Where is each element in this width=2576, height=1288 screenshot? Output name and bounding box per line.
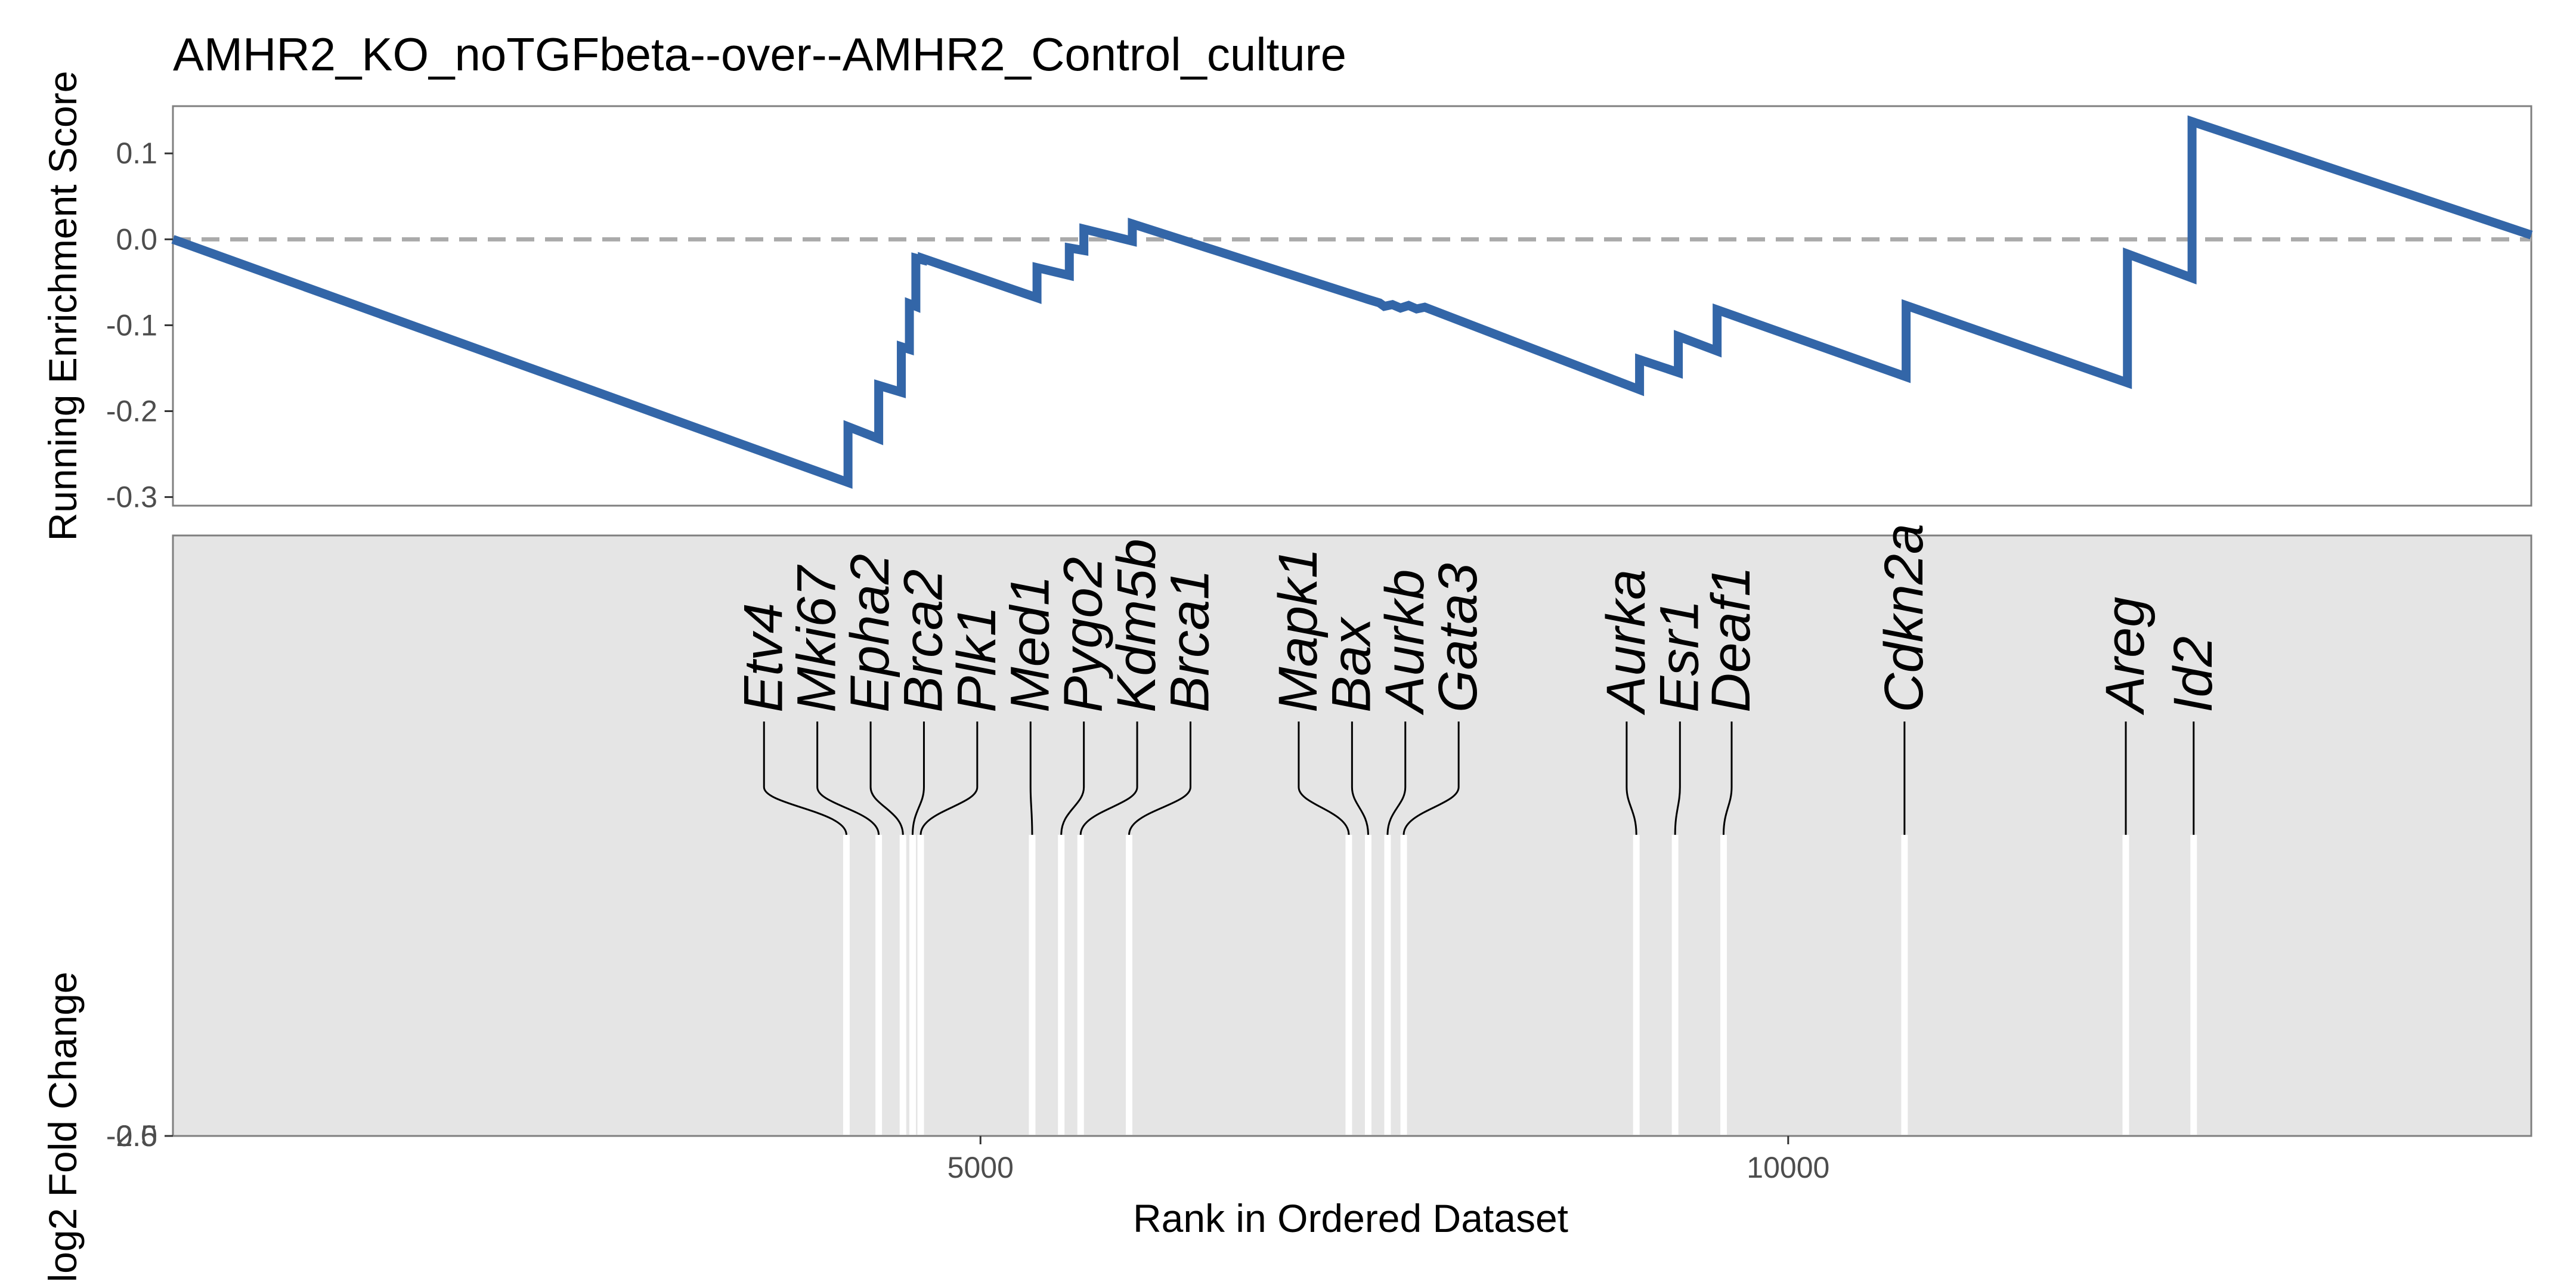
gene-connector: [1386, 722, 1407, 835]
gene-label: Aurkb: [1374, 569, 1435, 716]
gene-label: Esr1: [1649, 600, 1710, 713]
y-tick-label: -0.2: [106, 395, 157, 428]
gene-label: Deaf1: [1701, 566, 1761, 713]
gene-connector: [763, 722, 847, 835]
gene-label: Med1: [999, 575, 1060, 713]
gene-label: Mapk1: [1268, 548, 1329, 713]
x-tick-label: 5000: [948, 1151, 1014, 1184]
running-score-panel: -0.3 -0.2 -0.1 0.0 0.1: [106, 105, 2533, 514]
y-tick-label: -0.3: [106, 481, 157, 514]
gene-label: Cdkn2a: [1874, 524, 1934, 713]
x-tick-label: 10000: [1747, 1151, 1829, 1184]
x-axis-title: Rank in Ordered Dataset: [1133, 1196, 1568, 1240]
chart-title: AMHR2_KO_noTGFbeta--over--AMHR2_Control_…: [173, 28, 1346, 80]
gene-label: Plk1: [946, 606, 1007, 713]
gene-connector: [1674, 722, 1681, 835]
bottom-y-axis: -2.50.0: [106, 1119, 173, 1153]
running-score-line: [171, 115, 2533, 489]
gene-connector: [1722, 722, 1733, 835]
bottom-y-tick-label: -2.5: [106, 1119, 157, 1153]
gene-connector: [816, 722, 880, 835]
gene-label: Brca1: [1159, 569, 1220, 713]
y-tick-label: 0.1: [116, 137, 157, 170]
gene-connector: [1298, 722, 1350, 835]
gene-hit-lines: [843, 835, 2197, 1135]
gene-connector: [1402, 722, 1460, 835]
gene-labels: Etv4Mki67Epha2Brca2Plk1Med1Pygo2Kdm5bBrc…: [733, 524, 2224, 835]
gene-label: Gata3: [1428, 563, 1488, 713]
gene-label: Etv4: [733, 603, 794, 713]
x-axis: 5000 10000: [948, 1136, 1829, 1184]
gene-label: Pygo2: [1053, 557, 1114, 713]
gene-connector: [1128, 722, 1191, 835]
gene-label: Brca2: [893, 569, 953, 713]
gene-connector: [1060, 722, 1085, 835]
gene-panel: Etv4Mki67Epha2Brca2Plk1Med1Pygo2Kdm5bBrc…: [106, 524, 2532, 1184]
gene-connector: [1079, 722, 1138, 835]
gene-label: Mki67: [787, 565, 847, 713]
gene-label: Areg: [2095, 597, 2156, 716]
gene-label: Id2: [2163, 636, 2224, 713]
gene-connector: [919, 722, 979, 835]
gene-panel-background: [172, 534, 2532, 1137]
bottom-y-tick-label: 0.0: [116, 1119, 157, 1153]
y-axis-title-top: Running Enrichment Score: [41, 71, 85, 541]
gene-connector: [1351, 722, 1369, 835]
gene-connector: [1029, 722, 1033, 835]
y-tick-label: 0.0: [116, 222, 157, 256]
gene-connector: [869, 722, 904, 835]
gene-label: Epha2: [840, 554, 900, 713]
y-axis-title-bottom: log2 Fold Change: [41, 971, 85, 1282]
top-panel-border: [172, 105, 2532, 507]
gene-connector: [1626, 722, 1637, 835]
gene-label: Kdm5b: [1106, 539, 1167, 713]
gene-connector: [911, 722, 925, 835]
top-y-axis: -0.3 -0.2 -0.1 0.0 0.1: [106, 137, 173, 514]
y-tick-label: -0.1: [106, 308, 157, 342]
gene-label: Bax: [1321, 616, 1382, 713]
gene-label: Aurka: [1596, 569, 1657, 716]
